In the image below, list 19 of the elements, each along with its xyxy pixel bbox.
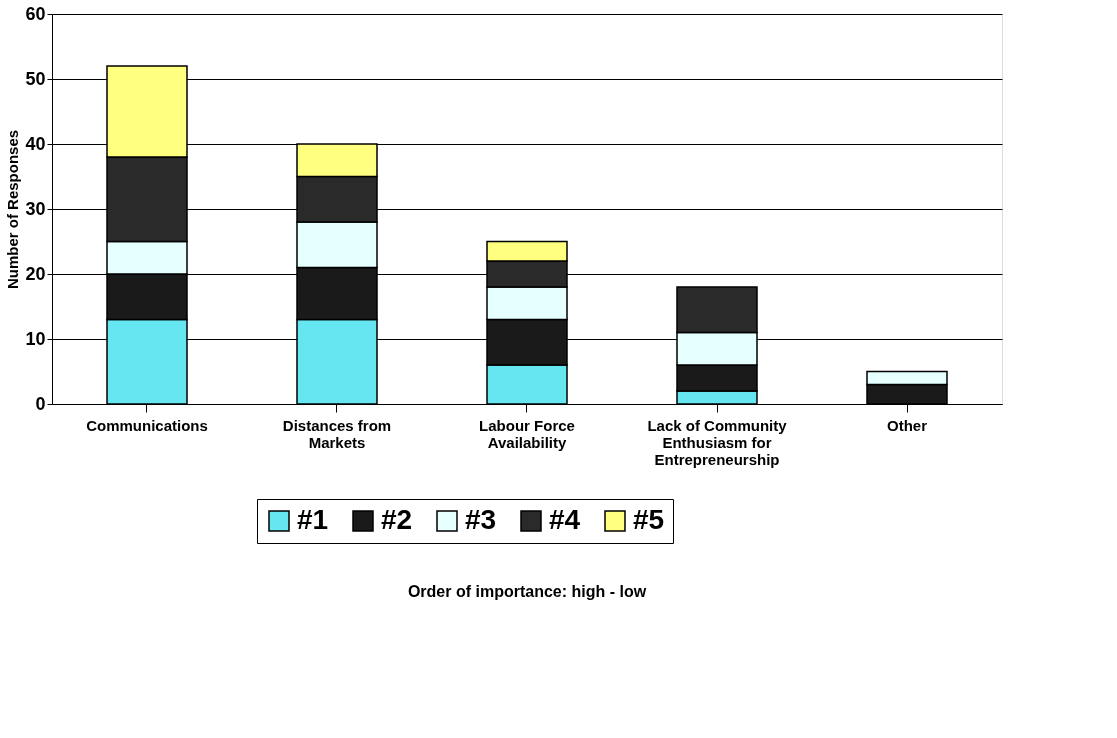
y-tick-label: 10 [25, 328, 46, 349]
y-tick-label: 30 [25, 198, 46, 219]
text: Order of importance: high - low [407, 583, 647, 600]
x-tick-label: Other [886, 416, 928, 434]
y-axis-title: Number of Responses [4, 129, 22, 290]
x-tick-label: Distances from Markets [282, 416, 392, 451]
x-tick-label: Communications [86, 416, 208, 434]
y-tick-label: 0 [35, 393, 46, 414]
x-tick-label: Labour Force Availability [479, 416, 575, 451]
legend-label: #5 [633, 504, 665, 535]
legend-label: #4 [549, 504, 581, 535]
y-tick-label: 40 [25, 133, 46, 154]
x-tick-label: Lack of Community Enthusiasm for Entrepreneurship [647, 416, 788, 468]
y-tick-label: 50 [25, 68, 46, 89]
y-tick-label: 20 [25, 263, 46, 284]
legend-label: #3 [465, 504, 497, 535]
legend-label: #2 [381, 504, 413, 535]
legend-label: #1 [297, 504, 329, 535]
y-tick-label: 60 [25, 3, 46, 24]
